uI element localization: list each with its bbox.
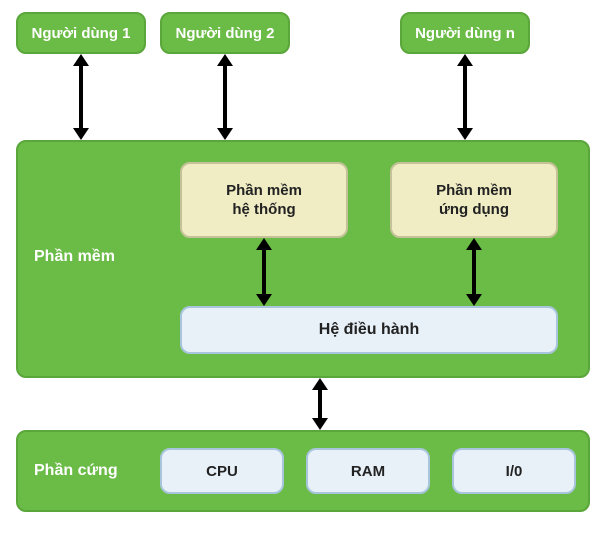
double-arrow-icon bbox=[312, 378, 328, 430]
double-arrow-icon bbox=[256, 238, 272, 306]
double-arrow-icon bbox=[466, 238, 482, 306]
system-layers-diagram: Người dùng 1 Người dùng 2 Người dùng n P… bbox=[10, 10, 597, 527]
double-arrow-icon bbox=[457, 54, 473, 140]
double-arrow-icon bbox=[217, 54, 233, 140]
arrows-layer bbox=[10, 10, 597, 527]
double-arrow-icon bbox=[73, 54, 89, 140]
